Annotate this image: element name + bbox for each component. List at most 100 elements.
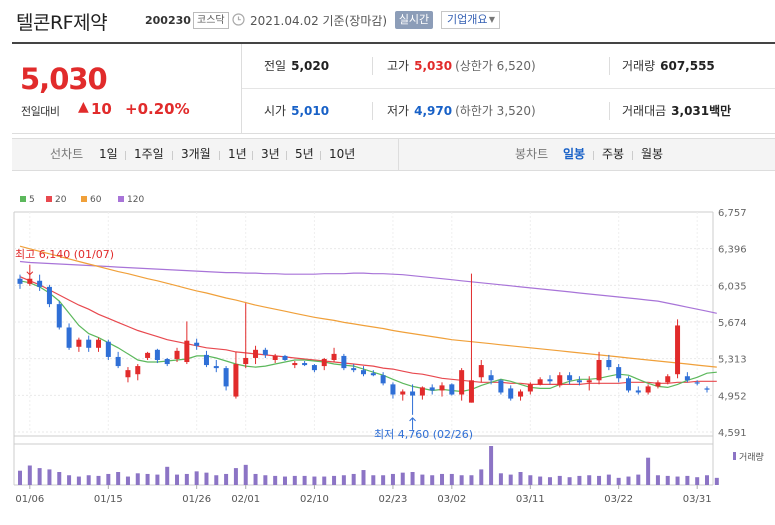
candle-body <box>694 382 700 384</box>
y-tick-label: 6,396 <box>718 245 747 256</box>
volume-bar <box>263 475 268 485</box>
volume-bar <box>67 475 72 485</box>
tab-period-10y[interactable]: 10년 <box>329 147 356 161</box>
tab-period-1d[interactable]: 1일 <box>99 147 118 161</box>
volume-bar <box>145 473 150 485</box>
volume-bar <box>106 473 111 485</box>
volume-bar <box>547 477 552 485</box>
trade-value-unit: 백만 <box>709 104 732 118</box>
volume-bar <box>685 475 690 485</box>
candle-body <box>459 370 465 395</box>
x-tick-label: 02/23 <box>379 494 408 505</box>
stock-name[interactable]: 텔콘RF제약 <box>16 12 108 34</box>
candle-body <box>684 376 690 381</box>
legend-label: 60 <box>90 195 102 205</box>
summary-row-1: 전일 5,020 고가 5,030 (상한가 6,520) 거래량 607,555 <box>242 44 775 89</box>
low-value: 4,970 <box>414 104 453 118</box>
divider <box>609 102 610 120</box>
candle-body <box>645 386 651 393</box>
summary-row-2: 시가 5,010 저가 4,970 (하한가 3,520) 거래대금 3,031백만 <box>242 89 775 134</box>
volume-bar <box>332 475 337 485</box>
candle-body <box>635 390 641 393</box>
legend-item-120: 120 <box>118 195 144 205</box>
candle-body <box>213 366 219 369</box>
candle-body <box>203 354 209 366</box>
tab-period-1w[interactable]: 1주일 <box>134 147 164 161</box>
tab-period-1y[interactable]: 1년 <box>228 147 247 161</box>
chevron-down-icon: ▼ <box>488 15 495 24</box>
date-text: 2021.04.02 기준(장마감) <box>250 14 388 28</box>
volume-bar <box>440 473 445 485</box>
volume-bar <box>695 477 700 485</box>
change-percent: +0.20% <box>125 100 190 118</box>
x-tick-label: 01/26 <box>182 494 211 505</box>
high-cell: 고가 5,030 (상한가 6,520) <box>387 44 536 89</box>
volume-bar <box>479 469 484 485</box>
current-price: 5,030 <box>20 62 108 96</box>
tab-period-3y[interactable]: 3년 <box>261 147 280 161</box>
volume-bar <box>155 474 160 485</box>
volume-bar <box>125 476 130 485</box>
candle-body <box>498 380 504 393</box>
candle-body <box>567 375 573 381</box>
company-overview-dropdown[interactable]: 기업개요 ▼ <box>441 11 500 29</box>
legend-item-20: 20 <box>46 195 66 205</box>
candle-body <box>282 355 288 360</box>
x-tick-label: 02/01 <box>231 494 260 505</box>
tab-candle-weekly[interactable]: 주봉 <box>602 147 625 161</box>
candle-body <box>429 387 435 391</box>
volume-bar <box>351 473 356 485</box>
tab-period-3m[interactable]: 3개월 <box>181 147 211 161</box>
upper-limit: (상한가 6,520) <box>455 59 536 73</box>
volume-bar <box>498 473 503 485</box>
tab-period-5y[interactable]: 5년 <box>295 147 314 161</box>
up-triangle-icon: ▲ <box>78 99 89 115</box>
candle-body <box>262 349 268 355</box>
candlestick-chart[interactable]: 6,757 6,396 6,035 5,674 5,313 4,952 4,591 01/06… <box>0 200 775 525</box>
volume-bar <box>18 470 22 485</box>
volume-bar <box>341 475 346 485</box>
volume-bar <box>371 475 376 485</box>
moving-average-ma20 <box>19 276 717 385</box>
price-summary: 5,030 전일대비 ▲ 10 +0.20% 전일 5,020 고가 5,030 (상… <box>12 42 775 134</box>
volume-bar <box>302 475 307 485</box>
candle-body <box>135 366 141 375</box>
candle-body <box>272 355 278 360</box>
x-tick-label: 03/11 <box>516 494 545 505</box>
divider <box>632 151 633 160</box>
legend-swatch <box>46 196 52 202</box>
candle-body <box>115 356 121 367</box>
tab-candle-daily[interactable]: 일봉 <box>563 147 586 161</box>
candle-body <box>361 370 366 375</box>
legend-swatch <box>81 196 87 202</box>
company-overview-label: 기업개요 <box>447 13 488 26</box>
header: 텔콘RF제약 200230 코스닥 2021.04.02 기준(장마감) 실시간… <box>0 0 775 42</box>
moving-average-ma5 <box>19 280 717 393</box>
candle-body <box>253 349 259 358</box>
candle-body <box>223 368 229 387</box>
volume-bar <box>626 476 631 485</box>
candle-body <box>27 278 33 284</box>
open-label: 시가 <box>264 104 287 118</box>
realtime-button[interactable]: 실시간 <box>395 11 433 29</box>
lower-limit: (하한가 3,520) <box>455 104 536 118</box>
legend-label: 5 <box>29 195 35 205</box>
tab-candle-monthly[interactable]: 월봉 <box>641 147 664 161</box>
candle-body <box>194 342 200 346</box>
volume-bar <box>165 466 170 485</box>
moving-average-ma60 <box>19 245 717 368</box>
volume-bar <box>37 468 42 485</box>
y-tick-label: 4,952 <box>718 391 747 402</box>
divider <box>252 151 253 160</box>
candle-body <box>439 385 445 391</box>
candle-chart-label: 봉차트 <box>515 147 549 161</box>
candle-body <box>576 380 582 383</box>
volume-bar <box>57 472 62 485</box>
trade-value-amount: 3,031 <box>671 104 710 118</box>
volume-bar <box>86 475 91 485</box>
volume-cell: 거래량 607,555 <box>622 44 715 89</box>
candle-body <box>478 365 484 378</box>
volume-bar <box>243 464 248 485</box>
volume-bar <box>184 473 189 485</box>
volume-bar <box>410 472 415 485</box>
